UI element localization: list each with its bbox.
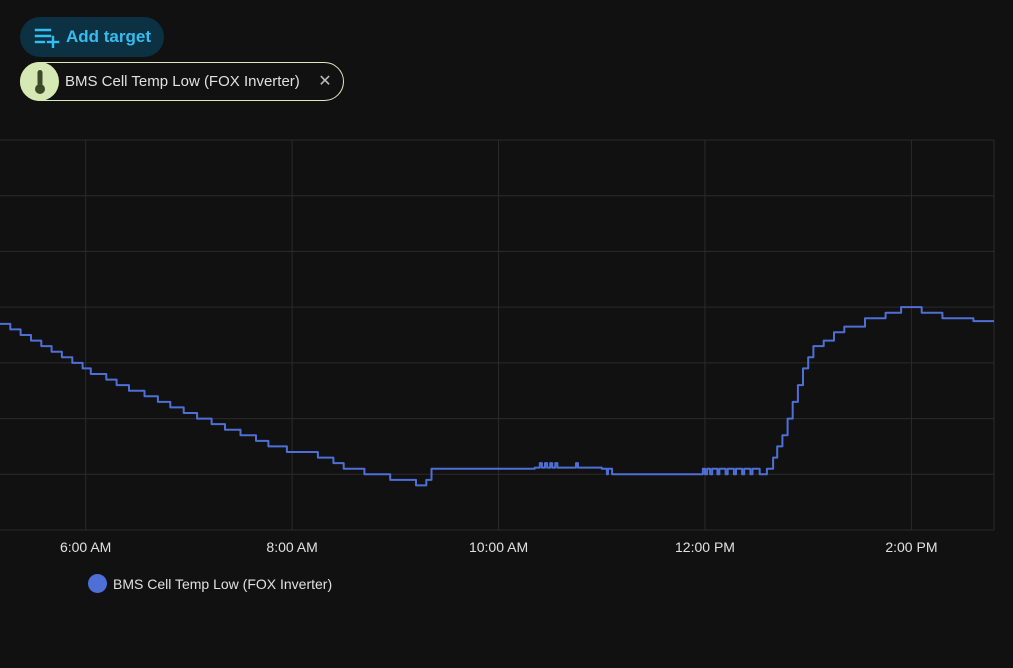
x-tick-label: 2:00 PM <box>885 539 937 555</box>
close-icon[interactable]: ✕ <box>318 73 332 90</box>
x-axis-ticks: 6:00 AM 8:00 AM 10:00 AM 12:00 PM 2:00 PM <box>60 539 938 555</box>
thermometer-icon <box>20 62 59 101</box>
target-chip-label: BMS Cell Temp Low (FOX Inverter) <box>65 73 300 90</box>
x-tick-label: 6:00 AM <box>60 539 111 555</box>
chart-legend-item[interactable]: BMS Cell Temp Low (FOX Inverter) <box>88 574 332 593</box>
playlist-plus-icon <box>34 28 60 48</box>
legend-label: BMS Cell Temp Low (FOX Inverter) <box>113 575 333 592</box>
x-tick-label: 12:00 PM <box>675 539 735 555</box>
target-chip[interactable]: BMS Cell Temp Low (FOX Inverter) ✕ <box>20 62 344 101</box>
legend-swatch <box>88 574 107 593</box>
add-target-label: Add target <box>66 27 151 46</box>
x-tick-label: 8:00 AM <box>266 539 317 555</box>
add-target-button[interactable]: Add target <box>20 17 164 57</box>
x-tick-label: 10:00 AM <box>469 539 528 555</box>
series-line <box>0 306 994 487</box>
chart-grid <box>0 139 995 531</box>
